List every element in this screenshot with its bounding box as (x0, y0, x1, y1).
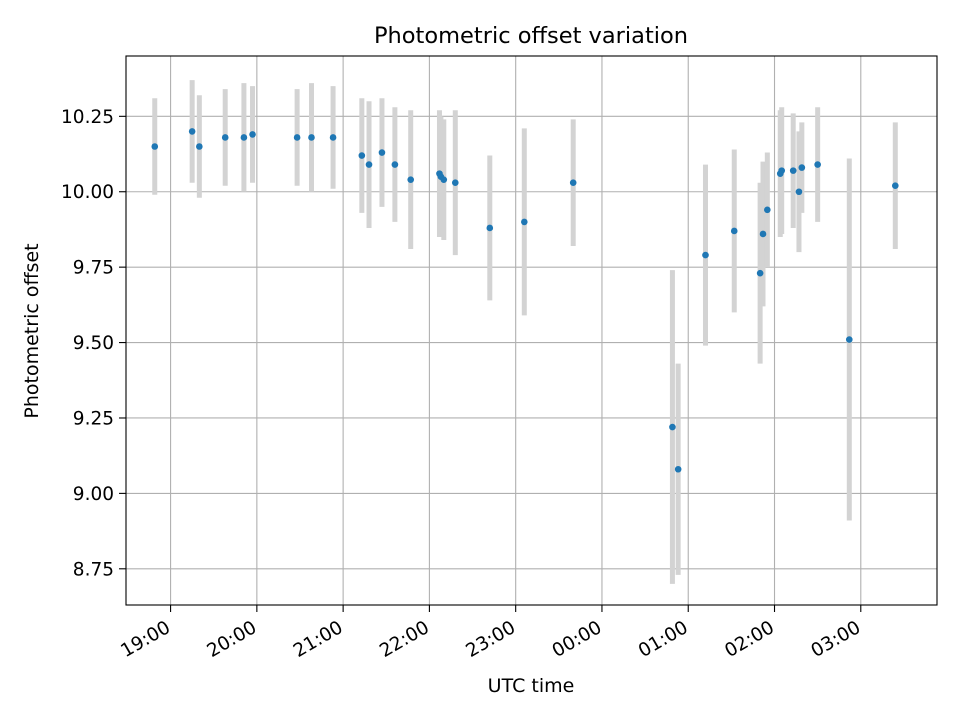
data-point (440, 176, 448, 183)
data-point (451, 179, 459, 186)
data-point (789, 167, 797, 174)
data-point (569, 179, 577, 186)
chart-title: Photometric offset variation (374, 23, 688, 49)
data-point (778, 167, 786, 174)
y-tick-label: 9.50 (73, 333, 114, 354)
data-point (798, 164, 806, 171)
data-points (151, 128, 899, 473)
data-point (391, 161, 399, 168)
data-point (407, 176, 415, 183)
data-point (221, 134, 229, 141)
horizontal-gridlines (126, 115, 937, 570)
data-point (669, 423, 676, 431)
data-point (845, 336, 853, 343)
data-point (521, 218, 528, 226)
data-point (196, 143, 203, 150)
y-tick-label: 10.00 (61, 182, 114, 203)
data-point (240, 134, 248, 141)
data-point (378, 149, 386, 156)
data-point (329, 134, 337, 141)
data-point (702, 251, 709, 259)
y-axis-ticks: 8.75 9.00 9.25 9.50 9.75 10.00 10.25 (61, 107, 126, 580)
vertical-gridlines (170, 56, 862, 605)
data-point (795, 188, 803, 196)
data-point (764, 206, 771, 214)
data-point (293, 134, 301, 141)
data-point (730, 227, 738, 235)
y-tick-label: 10.25 (61, 107, 114, 128)
y-tick-label: 8.75 (73, 559, 114, 580)
plot-frame (125, 55, 938, 606)
data-point (308, 134, 315, 141)
y-axis-label: Photometric offset (21, 243, 43, 418)
data-point (891, 182, 899, 190)
y-tick-label: 9.25 (73, 408, 114, 429)
data-point (759, 230, 767, 238)
x-axis-label: UTC time (488, 675, 575, 697)
data-point (486, 224, 494, 232)
data-point (188, 128, 196, 135)
data-point (756, 269, 764, 277)
y-tick-label: 9.75 (73, 258, 114, 279)
data-point (674, 465, 682, 473)
data-point (358, 152, 366, 159)
data-point (814, 161, 821, 168)
data-point (249, 131, 256, 138)
data-point (151, 143, 159, 150)
y-tick-label: 9.00 (73, 484, 114, 505)
data-point (365, 161, 373, 168)
